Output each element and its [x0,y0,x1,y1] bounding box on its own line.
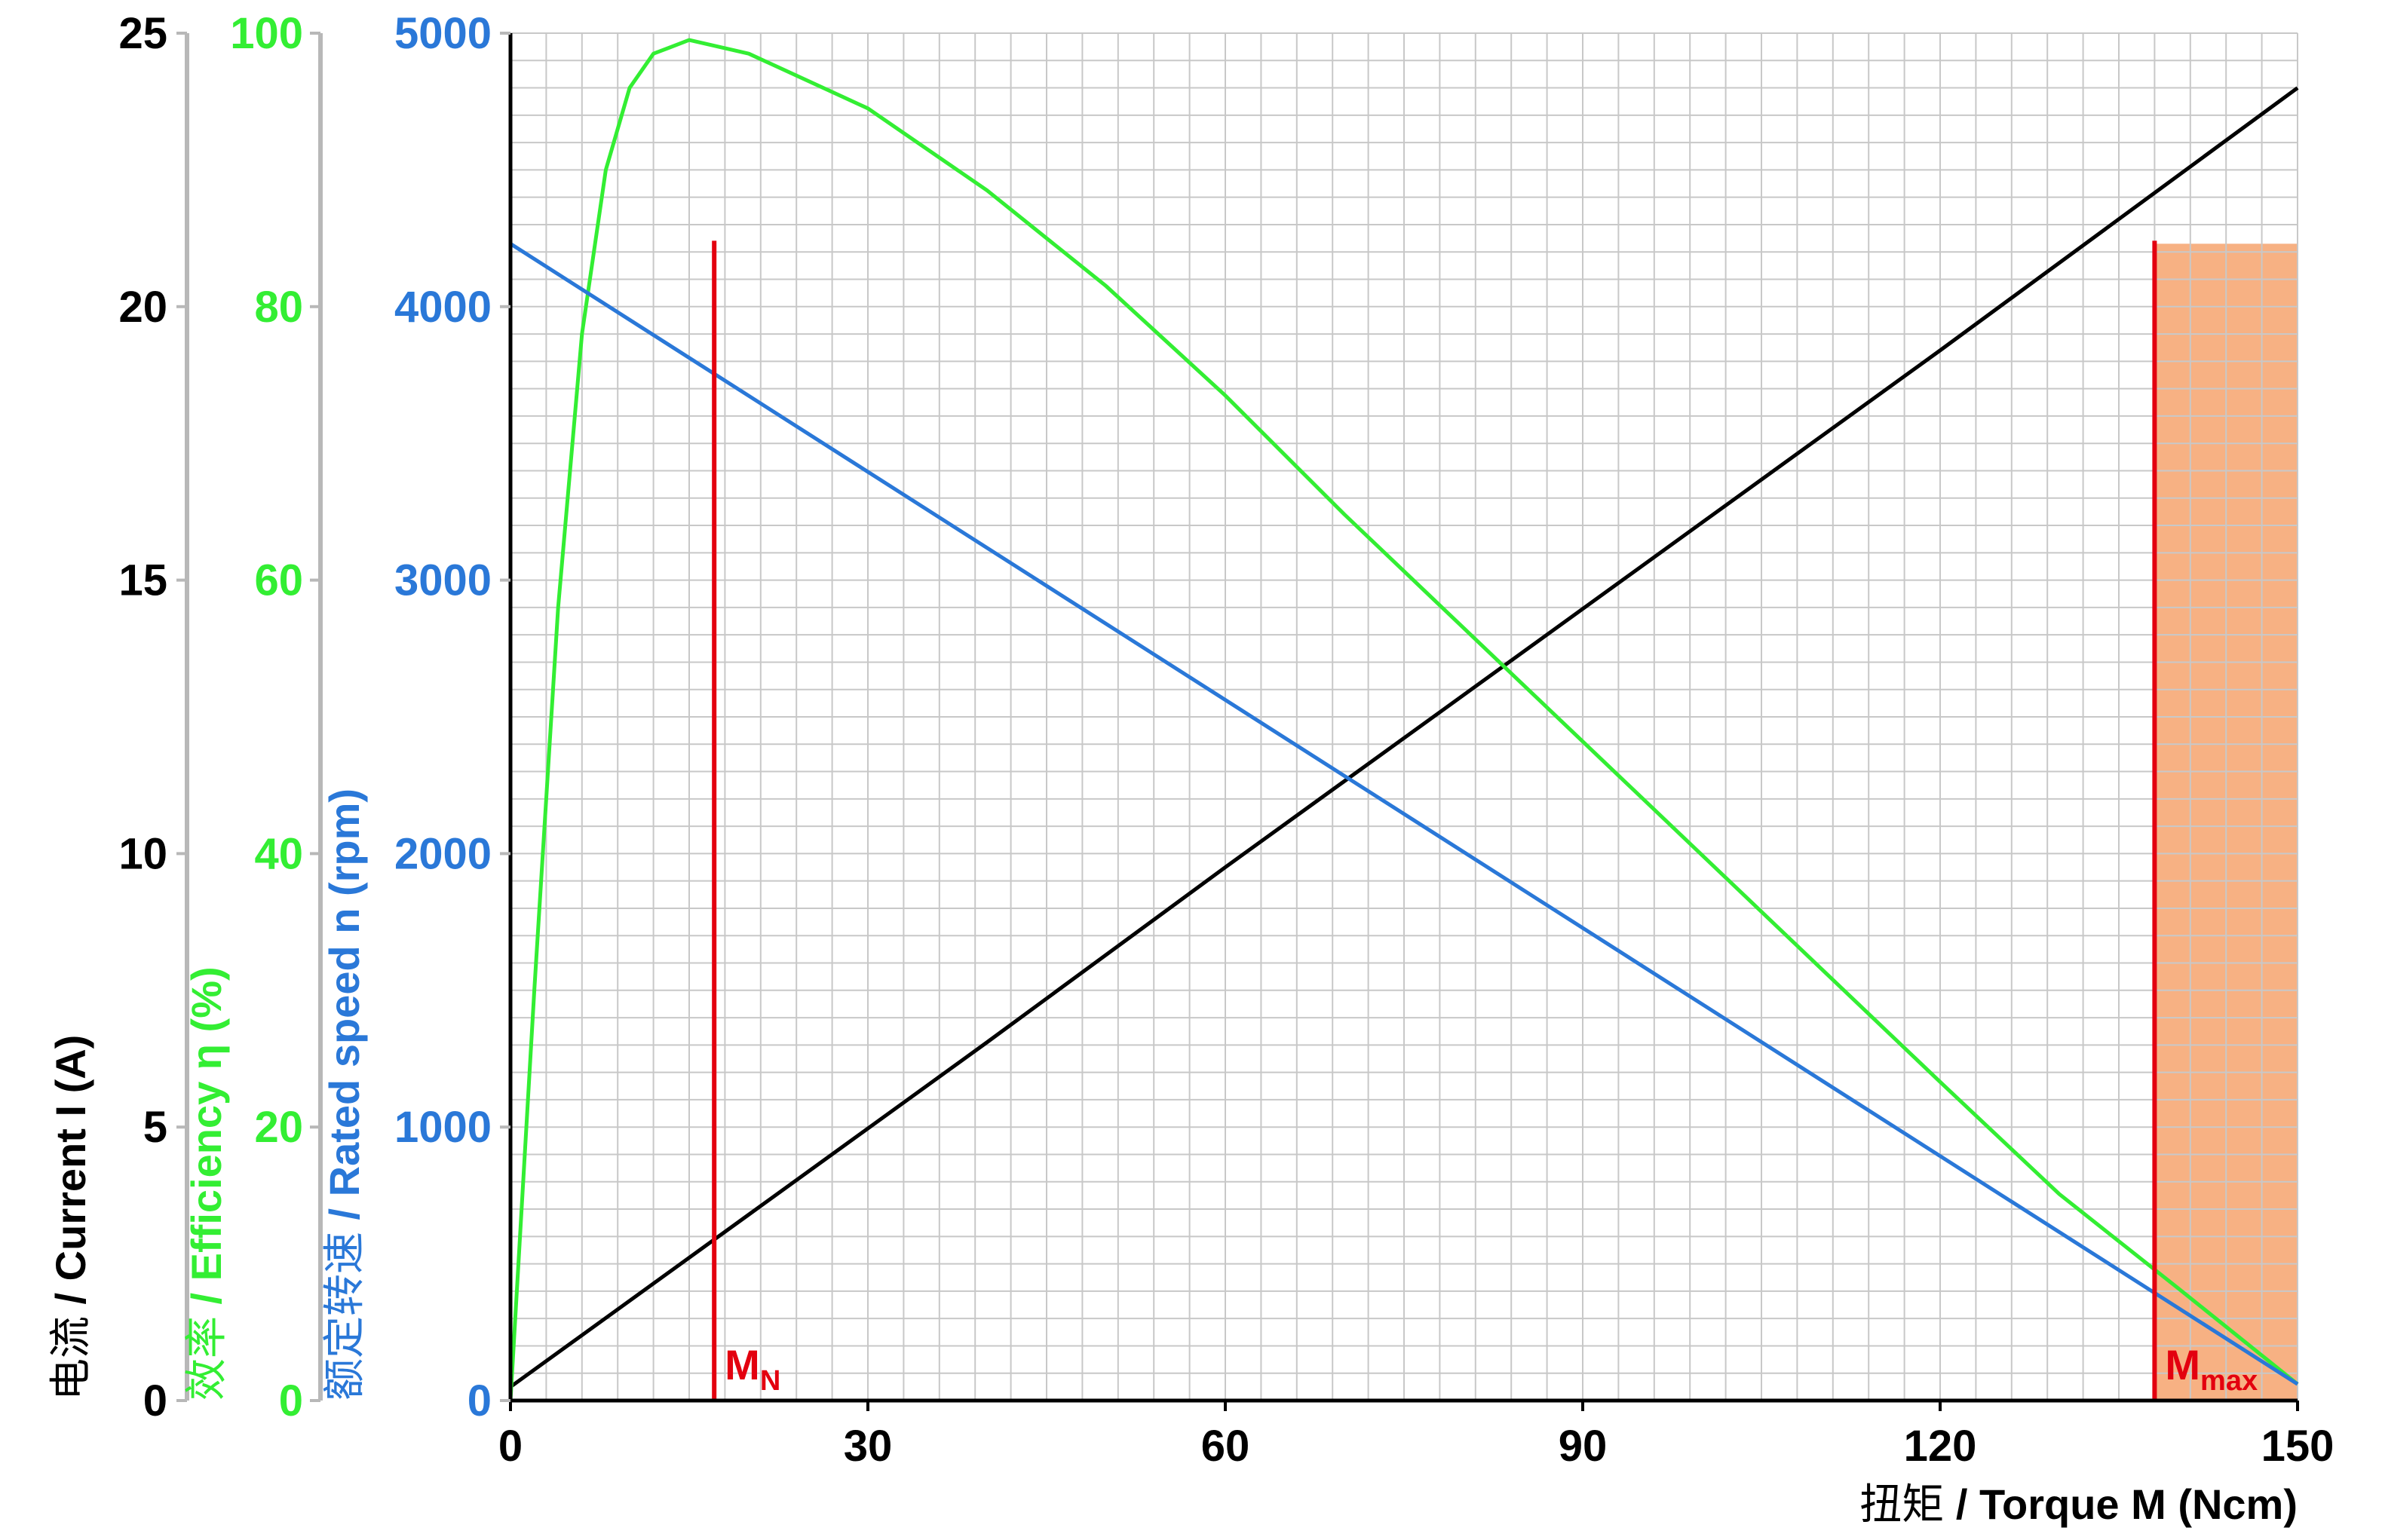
x-tick-label: 150 [2261,1422,2334,1471]
grid [510,32,2298,1401]
y-tick-label-efficiency: 0 [279,1376,303,1425]
series-line-current [509,86,2299,1388]
series [508,38,2299,1401]
y-tick-label-current: 15 [118,556,167,605]
y-tick-label-current: 10 [118,829,167,878]
y-axis-title-current: 电流 / Current I (A) [47,1035,94,1401]
y-tick-label-speed: 5000 [394,9,492,58]
y-tick-label-efficiency: 100 [230,9,303,58]
y-tick-label-speed: 3000 [394,556,492,605]
y-tick-label-speed: 0 [468,1376,492,1425]
y-tick-label-current: 20 [118,283,167,332]
x-tick-label: 60 [1201,1422,1250,1471]
y-tick-label-speed: 1000 [394,1103,492,1152]
x-tick-label: 30 [844,1422,893,1471]
x-tick-label: 120 [1904,1422,1977,1471]
x-tick-label: 0 [498,1422,523,1471]
y-axis-title-speed: 额定转速 / Rated speed n (rpm) [320,788,368,1401]
x-axis-title: 扭矩 / Torque M (Ncm) [1859,1480,2298,1528]
y-tick-label-efficiency: 40 [254,829,303,878]
y-axis-title-efficiency: 效率 / Efficiency η (%) [182,966,230,1401]
y-tick-label-speed: 4000 [394,283,492,332]
torque-markers: MN Mmax [712,240,2258,1401]
y-tick-label-current: 0 [143,1376,167,1425]
y-tick-label-efficiency: 20 [254,1103,303,1152]
y-tick-label-speed: 2000 [394,829,492,878]
x-tick-label: 90 [1559,1422,1608,1471]
marker-label-N: MN [725,1341,780,1397]
y-tick-label-current: 5 [143,1103,167,1152]
axes: 0 30 60 90 120 150 扭矩 / Torque M (Ncm) 0 5 10 15 20… [47,9,2334,1528]
series-line-speed [509,242,2299,1386]
y-tick-label-efficiency: 80 [254,283,303,332]
y-tick-label-current: 25 [118,9,167,58]
marker-label-max: Mmax [2165,1341,2258,1397]
y-tick-label-efficiency: 60 [254,556,303,605]
series-line-efficiency [508,38,2299,1401]
